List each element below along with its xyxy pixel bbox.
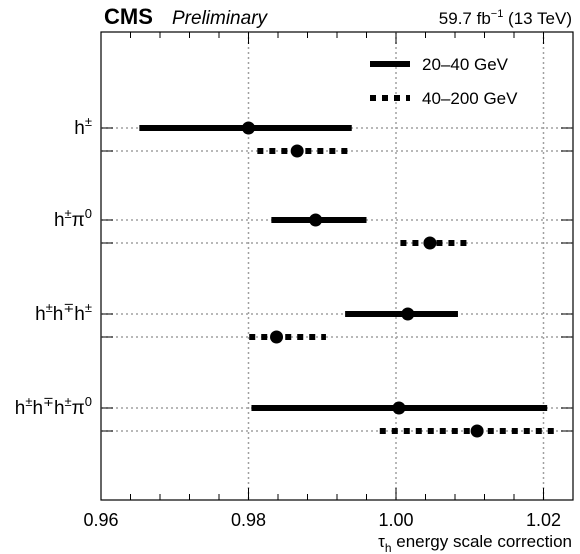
- legend-label-2: 40–200 GeV: [422, 89, 518, 108]
- category-label-h3-part-2: h: [74, 304, 85, 325]
- point-s2-3: [270, 330, 284, 344]
- legend: 20–40 GeV 40–200 GeV: [370, 55, 518, 108]
- x-tick-label-3: 1.02: [526, 510, 561, 530]
- category-label-h1-part-0: h: [74, 118, 85, 139]
- category-label-h3-part-0: h: [35, 304, 46, 325]
- category-label-h3: h±h∓h±: [35, 300, 92, 325]
- luminosity-value: 59.7 fb: [439, 9, 491, 28]
- category-label-h1pi0: h±π0: [54, 206, 92, 231]
- category-label-h1-sup-0: ±: [85, 114, 92, 129]
- status-label: Preliminary: [172, 8, 269, 29]
- category-label-h3pi0-part-1: h: [32, 398, 43, 419]
- category-label-h3pi0-sup-1: ∓: [43, 394, 54, 409]
- category-label-h3-part-1: h: [53, 304, 64, 325]
- luminosity-exponent: −1: [491, 8, 504, 20]
- category-label-h3pi0-part-0: h: [15, 398, 26, 419]
- category-label-h3-sup-1: ∓: [63, 300, 74, 315]
- category-label-h3-sup-0: ±: [46, 300, 53, 315]
- axis-layer: 0.96 0.98 1.00 1.02: [83, 32, 574, 530]
- point-s1-3: [401, 307, 415, 321]
- energy-value: (13 TeV): [503, 9, 572, 28]
- category-label-h3-sup-2: ±: [85, 300, 92, 315]
- category-label-h1pi0-part-1: π: [72, 210, 85, 231]
- point-s1-2: [309, 213, 323, 227]
- category-label-h3pi0-part-3: π: [72, 398, 85, 419]
- x-tick-label-2: 1.00: [378, 510, 413, 530]
- x-axis-label-subscript: h: [385, 541, 392, 554]
- category-labels: h±h±π0h±h∓h±h±h∓h±π0: [15, 114, 92, 419]
- category-label-h3pi0-sup-3: 0: [85, 394, 92, 409]
- point-s2-2: [423, 236, 437, 250]
- legend-label-1: 20–40 GeV: [422, 55, 509, 74]
- point-s1-4: [392, 401, 406, 415]
- point-s1-1: [242, 121, 255, 135]
- x-axis-label-symbol: τ: [378, 532, 385, 551]
- x-axis-label: τh energy scale correction: [378, 532, 572, 554]
- marks-layer: [139, 121, 559, 438]
- x-tick-label-0: 0.96: [83, 510, 118, 530]
- category-label-h3pi0-part-2: h: [54, 398, 65, 419]
- x-tick-label-1: 0.98: [231, 510, 266, 530]
- category-label-h3pi0: h±h∓h±π0: [15, 394, 92, 419]
- category-label-h1pi0-sup-1: 0: [85, 206, 92, 221]
- category-label-h3pi0-sup-0: ±: [25, 394, 32, 409]
- point-s2-1: [290, 144, 304, 158]
- point-s2-4: [470, 424, 484, 438]
- experiment-label: CMS: [104, 4, 153, 29]
- category-label-h1pi0-part-0: h: [54, 210, 65, 231]
- luminosity-label: 59.7 fb−1 (13 TeV): [439, 8, 572, 28]
- x-axis-label-text: energy scale correction: [392, 532, 572, 551]
- category-label-h1pi0-sup-0: ±: [65, 206, 72, 221]
- category-label-h3pi0-sup-2: ±: [65, 394, 72, 409]
- category-label-h1: h±: [74, 114, 92, 139]
